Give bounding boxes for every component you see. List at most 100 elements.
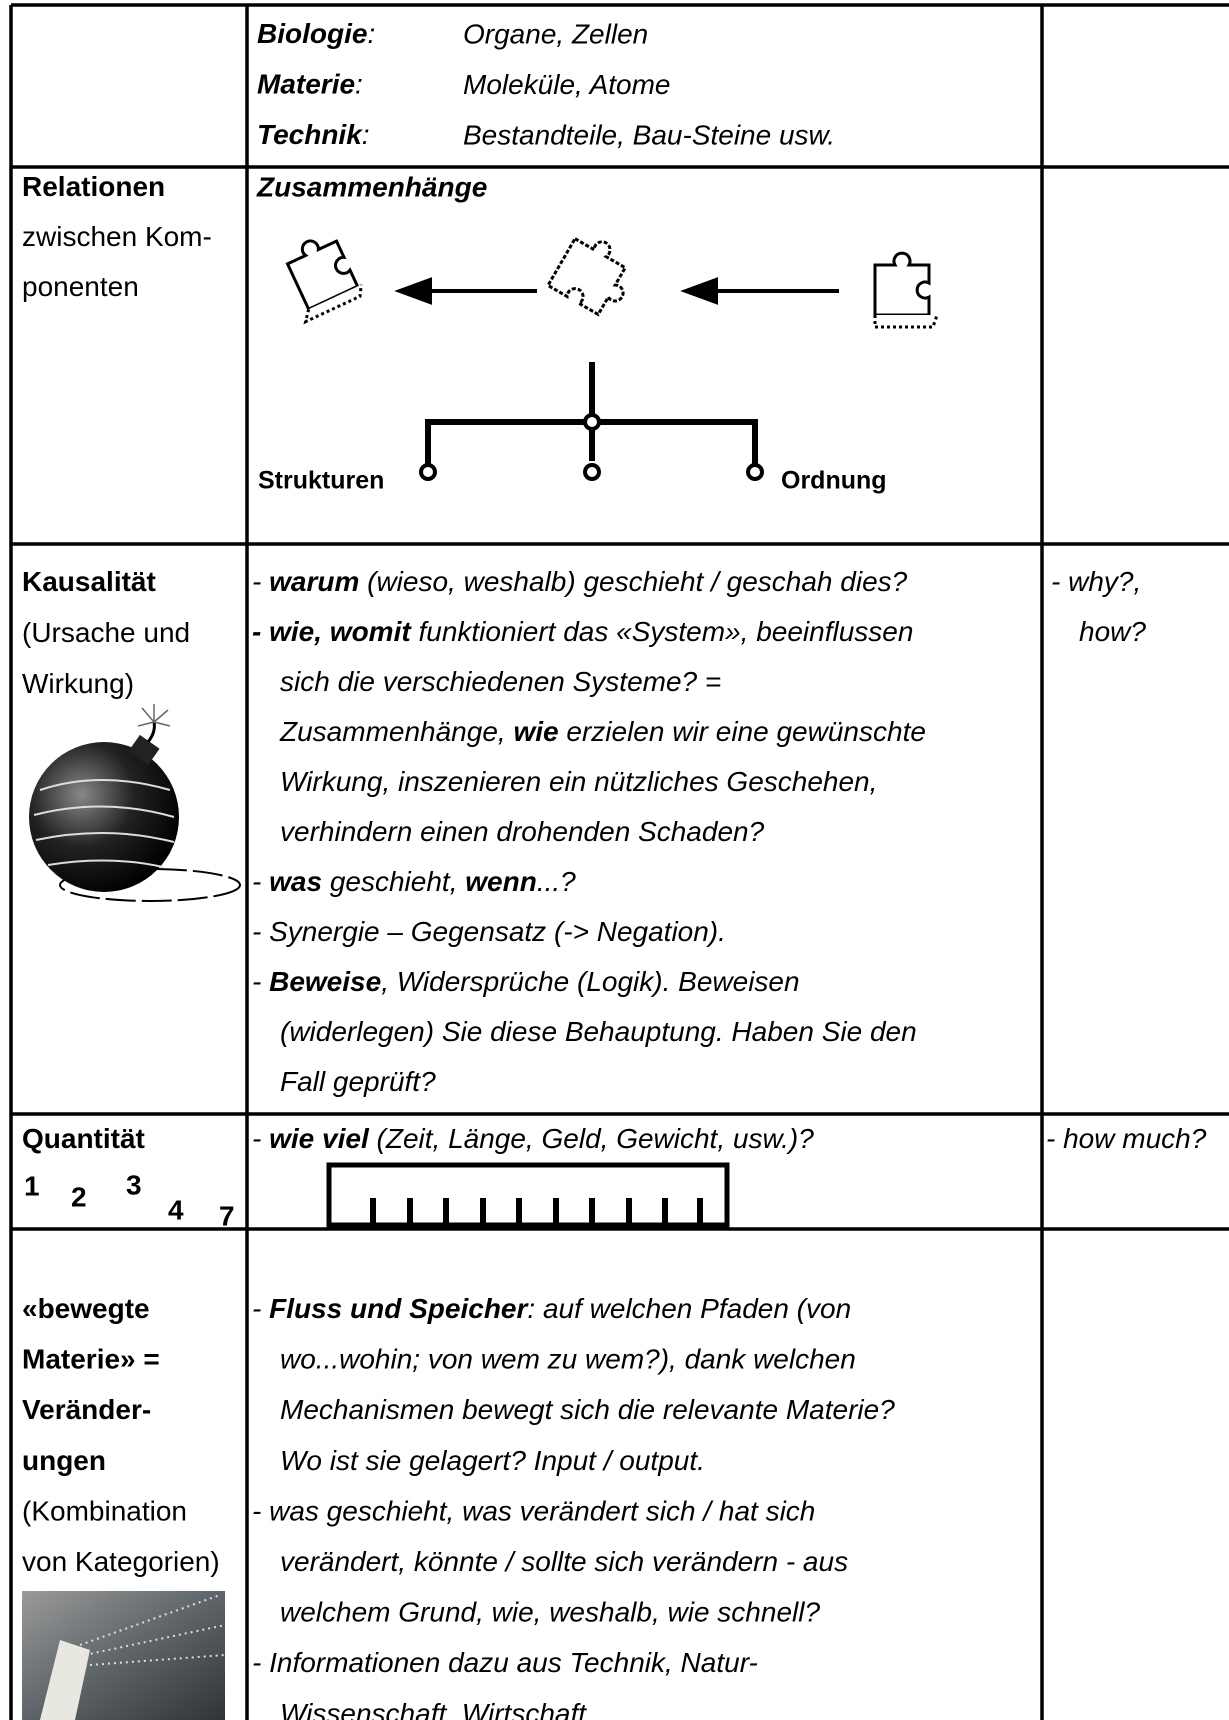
text-line: - how much? <box>1046 1123 1207 1154</box>
text-line: Quantität <box>22 1123 145 1154</box>
separator: : <box>355 69 363 100</box>
number: 7 <box>219 1200 235 1231</box>
term: Materie <box>257 69 355 100</box>
text-line: how? <box>1079 616 1146 647</box>
text-line: zwischen Kom- <box>22 221 212 252</box>
separator: : <box>367 18 375 49</box>
text-run: - Synergie – Gegensatz (-> Negation). <box>252 916 726 947</box>
text-line: (Kombination <box>22 1496 187 1527</box>
text-run: erzielen wir eine gewünschte <box>559 716 926 747</box>
text-run: - <box>252 1293 269 1324</box>
text-line: Materie» = <box>22 1344 160 1375</box>
text-run: (Kombination <box>22 1496 187 1527</box>
text-run: - how much? <box>1046 1123 1207 1154</box>
text-run: - was geschieht, was verändert sich / ha… <box>252 1496 815 1527</box>
text-run: - Informationen dazu aus Technik, Natur- <box>252 1648 758 1679</box>
text-line: Zusammenhänge, wie erzielen wir eine gew… <box>279 716 926 747</box>
text-run: Fall geprüft? <box>280 1066 436 1097</box>
text-run: how? <box>1079 616 1146 647</box>
text-line: - Informationen dazu aus Technik, Natur- <box>252 1648 758 1679</box>
text-line: Relationen <box>22 171 165 202</box>
text-run: ponenten <box>22 271 139 302</box>
bomb-image <box>29 704 241 902</box>
text-line: von Kategorien) <box>22 1546 220 1577</box>
arrows <box>394 277 839 305</box>
text-run: Fluss und Speicher <box>269 1293 529 1324</box>
text-run: Quantität <box>22 1123 145 1154</box>
text-line: welchem Grund, wie, weshalb, wie schnell… <box>280 1597 820 1628</box>
text-line: sich die verschiedenen Systeme? = <box>280 666 721 697</box>
text-run: ungen <box>22 1445 106 1476</box>
text-run: welchem Grund, wie, weshalb, wie schnell… <box>280 1597 820 1628</box>
text-line: - warum (wieso, weshalb) geschieht / ges… <box>252 566 908 597</box>
text-line: verhindern einen drohenden Schaden? <box>280 816 765 847</box>
structure-label: Strukturen <box>258 467 384 495</box>
definition-term: Technik: <box>257 119 370 150</box>
text-run: - <box>252 866 269 897</box>
text-run: wie viel <box>269 1123 370 1154</box>
text-run: Wissenschaft, Wirtschaft. <box>280 1698 594 1720</box>
term: Technik <box>257 119 363 150</box>
text-run: verhindern einen drohenden Schaden? <box>280 816 765 847</box>
text-run: Wo ist sie gelagert? Input / output. <box>280 1445 705 1476</box>
text-line: Wirkung) <box>22 668 134 699</box>
text-run: zwischen Kom- <box>22 221 212 252</box>
text-run: was <box>269 866 322 897</box>
text-line: - was geschieht, wenn...? <box>252 866 576 897</box>
hose-image <box>22 1591 226 1720</box>
text-line: Wo ist sie gelagert? Input / output. <box>280 1445 705 1476</box>
text-line: ponenten <box>22 271 139 302</box>
text-run: - why?, <box>1051 566 1141 597</box>
text-run: (widerlegen) Sie diese Behauptung. Haben… <box>280 1016 917 1047</box>
text-run: «bewegte <box>22 1293 150 1324</box>
text-line: «bewegte <box>22 1293 150 1324</box>
definition-value: Bestandteile, Bau-Steine usw. <box>463 119 835 150</box>
definition-term: Biologie: <box>257 18 375 49</box>
text-line: Kausalität <box>22 566 156 597</box>
text-run: warum <box>269 566 359 597</box>
text-line: Fall geprüft? <box>280 1066 436 1097</box>
text-run: geschieht, <box>322 866 465 897</box>
number: 3 <box>126 1169 142 1200</box>
text-run: (Ursache und <box>22 617 190 648</box>
text-line: ungen <box>22 1445 106 1476</box>
text-line: - Beweise, Widersprüche (Logik). Beweise… <box>252 966 800 997</box>
text-line: - was geschieht, was verändert sich / ha… <box>252 1496 815 1527</box>
text-run: Relationen <box>22 171 165 202</box>
number: 1 <box>24 1170 40 1201</box>
text-line: wo...wohin; von wem zu wem?), dank welch… <box>280 1344 856 1375</box>
text-line: (Ursache und <box>22 617 190 648</box>
text-line: - wie viel (Zeit, Länge, Geld, Gewicht, … <box>252 1123 814 1154</box>
structure-label: Ordnung <box>781 467 887 495</box>
text-run: (wieso, weshalb) geschieht / geschah die… <box>359 566 907 597</box>
definition-term: Materie: <box>257 69 363 100</box>
text-line: - why?, <box>1051 566 1141 597</box>
text-run: , Widersprüche (Logik). Beweisen <box>381 966 799 997</box>
text-run: Zusammenhänge, <box>279 716 513 747</box>
text-line: Mechanismen bewegt sich die relevante Ma… <box>280 1395 895 1426</box>
separator: : <box>362 119 370 150</box>
text-run: Wirkung, inszenieren ein nützliches Gesc… <box>280 766 877 797</box>
text-run: Materie» = <box>22 1344 160 1375</box>
number: 4 <box>168 1194 184 1225</box>
text-run: - <box>252 966 269 997</box>
text-line: - wie, womit funktioniert das «System», … <box>252 616 913 647</box>
text-run: - <box>252 1123 269 1154</box>
text-run: Veränder- <box>22 1395 151 1426</box>
text-line: verändert, könnte / sollte sich veränder… <box>280 1546 848 1577</box>
text-run: ...? <box>537 866 576 897</box>
text-line: - Synergie – Gegensatz (-> Negation). <box>252 916 726 947</box>
text-run: Beweise <box>269 966 381 997</box>
text-run: Kausalität <box>22 566 156 597</box>
text-run: verändert, könnte / sollte sich veränder… <box>280 1546 848 1577</box>
text-line: Wirkung, inszenieren ein nützliches Gesc… <box>280 766 877 797</box>
heading: Zusammenhänge <box>256 171 487 202</box>
text-run: Wirkung) <box>22 668 134 699</box>
text-line: (widerlegen) Sie diese Behauptung. Haben… <box>280 1016 917 1047</box>
term: Biologie <box>257 18 367 49</box>
text-run: Mechanismen bewegt sich die relevante Ma… <box>280 1395 895 1426</box>
text-run: funktioniert das «System», beeinflussen <box>411 616 914 647</box>
text-line: Veränder- <box>22 1395 151 1426</box>
text-run: wie <box>513 716 558 747</box>
